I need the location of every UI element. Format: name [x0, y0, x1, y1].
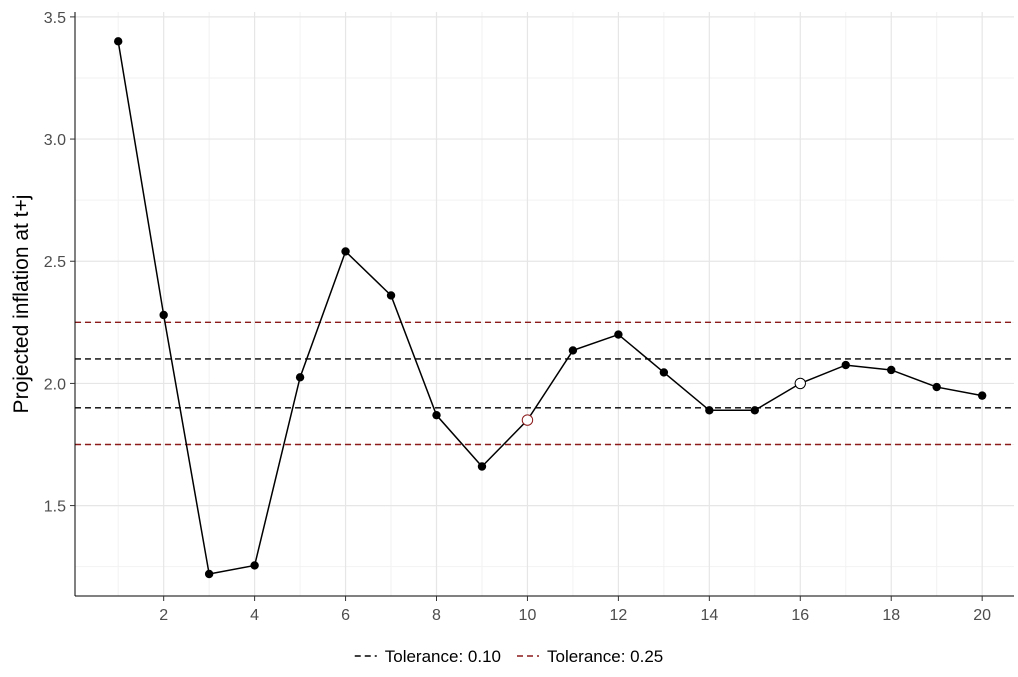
- data-point: [841, 360, 850, 370]
- data-point: [887, 365, 896, 375]
- y-axis-ticks: 1.5 2.0 2.5 3.0 3.5: [44, 10, 75, 516]
- data-point: [341, 247, 350, 256]
- data-point: [477, 462, 487, 471]
- data-point-hollow: [794, 377, 806, 390]
- data-point: [568, 346, 578, 355]
- x-tick-label: 10: [519, 607, 537, 624]
- x-tick-label: 6: [341, 607, 350, 624]
- y-tick-label: 1.5: [44, 499, 66, 516]
- data-point: [204, 569, 214, 579]
- x-axis-ticks: 2 4 6 8 10 12 14 16 18 20: [159, 596, 991, 624]
- y-tick-label: 2.0: [44, 376, 66, 393]
- data-point: [977, 391, 987, 400]
- legend-label-1: Tolerance: 0.25: [547, 647, 663, 666]
- x-tick-label: 12: [609, 607, 627, 624]
- data-point: [659, 368, 669, 377]
- data-point-hollow: [521, 414, 534, 426]
- data-point: [386, 291, 396, 300]
- series-points: [113, 37, 987, 579]
- x-tick-label: 16: [791, 607, 809, 624]
- x-tick-label: 18: [882, 607, 900, 624]
- series-line: [117, 41, 983, 575]
- data-point: [113, 37, 123, 46]
- axes: [74, 12, 1014, 597]
- legend-label-0: Tolerance: 0.10: [385, 647, 501, 666]
- y-tick-label: 2.5: [44, 254, 66, 271]
- data-point: [250, 561, 259, 570]
- y-tick-label: 3.5: [44, 10, 66, 27]
- data-point: [932, 382, 941, 392]
- tolerance-lines: [75, 321, 1014, 446]
- legend: Tolerance: 0.10 Tolerance: 0.25: [354, 647, 663, 666]
- x-tick-label: 14: [700, 607, 718, 624]
- x-tick-label: 8: [432, 607, 441, 624]
- series-line-path: [117, 41, 983, 575]
- data-point: [159, 310, 168, 320]
- x-tick-label: 2: [159, 607, 168, 624]
- y-tick-label: 3.0: [44, 132, 66, 149]
- y-axis-title: Projected inflation at t+j: [10, 195, 33, 414]
- data-point: [750, 406, 760, 415]
- data-point: [295, 373, 305, 382]
- data-point: [705, 406, 714, 415]
- data-point: [614, 330, 623, 339]
- x-tick-label: 20: [973, 607, 991, 624]
- grid-lines: [75, 12, 1014, 596]
- x-tick-label: 4: [250, 607, 259, 624]
- data-point: [432, 410, 441, 420]
